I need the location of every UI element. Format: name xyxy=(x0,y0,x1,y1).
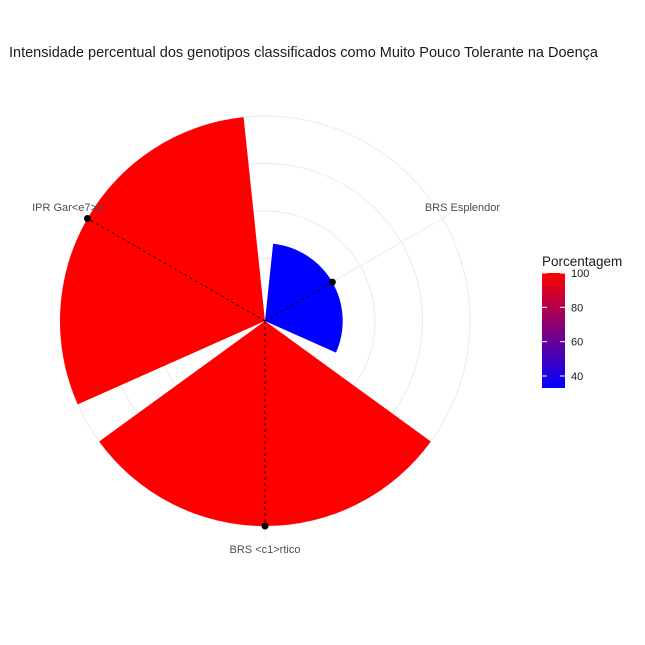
legend-title: Porcentagem xyxy=(542,254,622,269)
legend-tick-label-4: 40 xyxy=(571,371,583,383)
legend-tick-label-3: 60 xyxy=(571,337,583,349)
marker-point-1 xyxy=(328,278,336,286)
legend-tick-label-1: 100 xyxy=(571,268,589,280)
chart-title: Intensidade percentual dos genotipos cla… xyxy=(9,45,599,61)
category-label-3: IPR Gar<e7>a xyxy=(32,202,104,214)
legend-tick-label-2: 80 xyxy=(571,302,583,314)
category-label-2: BRS <c1>rtico xyxy=(230,544,301,556)
marker-point-2 xyxy=(261,522,269,530)
category-labels: BRS Esplendor BRS <c1>rtico IPR Gar<e7>a xyxy=(32,202,500,556)
category-label-1: BRS Esplendor xyxy=(425,202,501,214)
marker-line-3 xyxy=(87,218,266,322)
marker-point-3 xyxy=(83,215,91,222)
polar-markers xyxy=(83,215,336,530)
bar-1 xyxy=(265,243,343,353)
legend-colorbar xyxy=(542,273,565,388)
marker-line-1 xyxy=(264,281,333,322)
bar-3 xyxy=(59,117,265,405)
legend-ticks: 100 80 60 40 xyxy=(542,268,589,383)
color-legend: Porcentagem 100 80 60 40 xyxy=(542,254,622,388)
